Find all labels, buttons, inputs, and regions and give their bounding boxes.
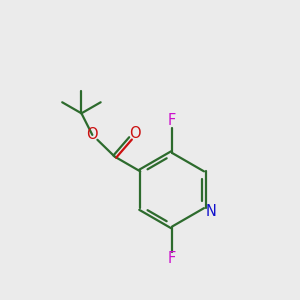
Text: O: O	[129, 125, 141, 140]
Text: O: O	[86, 128, 98, 142]
Text: F: F	[168, 251, 176, 266]
Text: F: F	[168, 113, 176, 128]
Text: N: N	[206, 205, 217, 220]
